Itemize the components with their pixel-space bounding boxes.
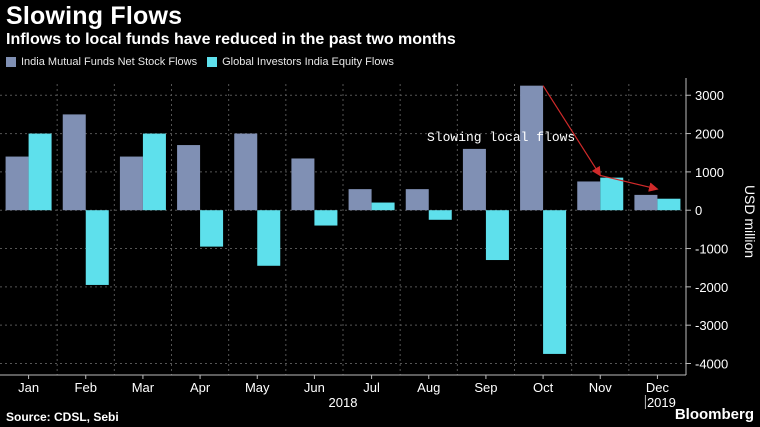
bar-global-investors bbox=[85, 210, 109, 285]
bar-global-investors bbox=[543, 210, 567, 354]
x-tick-label: Dec bbox=[646, 380, 670, 395]
bar-mutual-funds bbox=[348, 189, 372, 211]
bar-mutual-funds bbox=[177, 145, 201, 211]
x-tick-label: Jul bbox=[363, 380, 380, 395]
y-tick-label: 2000 bbox=[695, 127, 724, 142]
annotation-arrow-segment bbox=[600, 174, 659, 192]
source-note: Source: CDSL, Sebi bbox=[6, 410, 119, 424]
legend-label-global-investors: Global Investors India Equity Flows bbox=[222, 56, 394, 68]
legend-item-mutual-funds: India Mutual Funds Net Stock Flows bbox=[6, 56, 197, 68]
bar-global-investors bbox=[600, 177, 624, 211]
y-tick-label: -2000 bbox=[695, 280, 728, 295]
bar-global-investors bbox=[200, 210, 224, 247]
x-tick-label: Aug bbox=[417, 380, 440, 395]
bar-mutual-funds bbox=[577, 181, 601, 211]
bar-mutual-funds bbox=[234, 133, 258, 211]
bar-global-investors bbox=[257, 210, 281, 266]
x-tick-label: Oct bbox=[533, 380, 554, 395]
x-tick-label: Sep bbox=[474, 380, 497, 395]
x-tick-label: May bbox=[245, 380, 270, 395]
bar-mutual-funds bbox=[291, 158, 315, 211]
bar-global-investors bbox=[485, 210, 509, 261]
legend: India Mutual Funds Net Stock Flows Globa… bbox=[6, 56, 404, 68]
chart-title: Slowing Flows bbox=[6, 2, 183, 30]
y-axis-title: USD million bbox=[742, 185, 758, 258]
bar-global-investors bbox=[371, 202, 395, 211]
y-tick-label: -3000 bbox=[695, 318, 728, 333]
bar-mutual-funds bbox=[462, 148, 486, 211]
annotation-arrow-segment bbox=[542, 85, 601, 177]
y-tick-label: 0 bbox=[695, 203, 702, 218]
bloomberg-logo: Bloomberg bbox=[674, 406, 754, 423]
y-tick-label: -4000 bbox=[695, 357, 728, 372]
legend-swatch-mutual-funds bbox=[6, 57, 16, 67]
legend-swatch-global-investors bbox=[207, 57, 218, 67]
year-label-2018: 2018 bbox=[329, 395, 358, 410]
bar-global-investors bbox=[28, 133, 52, 211]
x-tick-label: Jun bbox=[304, 380, 325, 395]
bar-mutual-funds bbox=[634, 194, 658, 211]
bar-global-investors bbox=[314, 210, 338, 226]
y-tick-label: -1000 bbox=[695, 242, 728, 257]
x-tick-label: Jan bbox=[18, 380, 39, 395]
bar-mutual-funds bbox=[5, 156, 29, 211]
bar-global-investors bbox=[657, 198, 681, 211]
legend-item-global-investors: Global Investors India Equity Flows bbox=[207, 56, 394, 68]
x-tick-label: Apr bbox=[190, 380, 211, 395]
x-tick-label: Mar bbox=[132, 380, 155, 395]
y-tick-label: 1000 bbox=[695, 165, 724, 180]
bar-mutual-funds bbox=[520, 85, 544, 211]
bar-global-investors bbox=[142, 133, 166, 211]
x-tick-label: Nov bbox=[589, 380, 613, 395]
bar-mutual-funds bbox=[119, 156, 143, 211]
chart-subtitle: Inflows to local funds have reduced in t… bbox=[6, 31, 456, 48]
annotation-label: Slowing local flows bbox=[427, 130, 575, 145]
bar-mutual-funds bbox=[405, 189, 429, 211]
x-tick-label: Feb bbox=[75, 380, 97, 395]
bar-global-investors bbox=[428, 210, 452, 220]
bar-mutual-funds bbox=[62, 114, 86, 211]
year-label-2019: 2019 bbox=[647, 395, 676, 410]
y-tick-label: 3000 bbox=[695, 88, 724, 103]
legend-label-mutual-funds: India Mutual Funds Net Stock Flows bbox=[21, 56, 198, 68]
